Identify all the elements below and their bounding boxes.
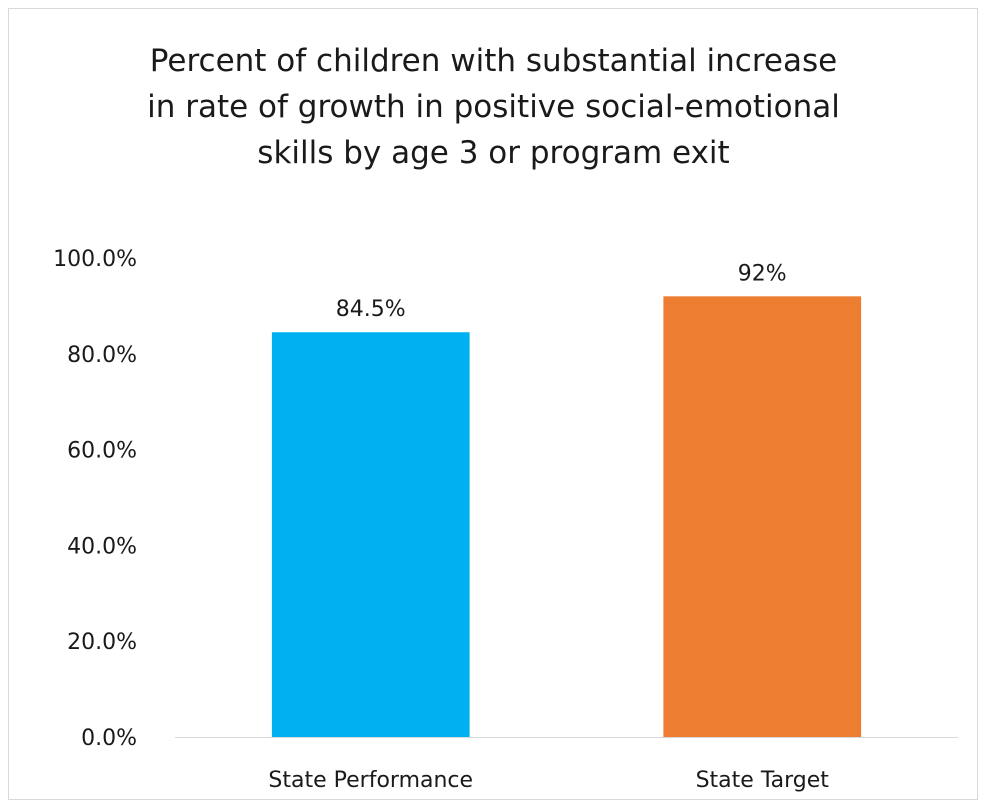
- y-tick-label: 40.0%: [67, 534, 137, 559]
- chart-title-line-3: skills by age 3 or program exit: [257, 135, 730, 171]
- data-label: 92%: [738, 261, 787, 286]
- chart-title-line-1: Percent of children with substantial inc…: [149, 43, 838, 79]
- data-label: 84.5%: [336, 297, 406, 322]
- y-tick-label: 80.0%: [67, 343, 137, 368]
- chart-title: Percent of children with substantial inc…: [0, 38, 987, 176]
- y-tick-label: 0.0%: [81, 726, 137, 751]
- chart-title-line-2: in rate of growth in positive social-emo…: [147, 89, 840, 125]
- y-tick-label: 20.0%: [67, 630, 137, 655]
- y-axis: 0.0% 20.0% 40.0% 60.0% 80.0% 100.0%: [53, 247, 137, 751]
- bar-state-performance: [271, 332, 470, 737]
- x-axis: State Performance State Target: [268, 768, 829, 793]
- bar-state-target: [663, 296, 862, 737]
- y-tick-label: 60.0%: [67, 439, 137, 464]
- x-category-label: State Performance: [268, 768, 473, 793]
- bars: 84.5% 92%: [271, 261, 862, 737]
- y-tick-label: 100.0%: [53, 247, 137, 272]
- x-category-label: State Target: [696, 768, 830, 793]
